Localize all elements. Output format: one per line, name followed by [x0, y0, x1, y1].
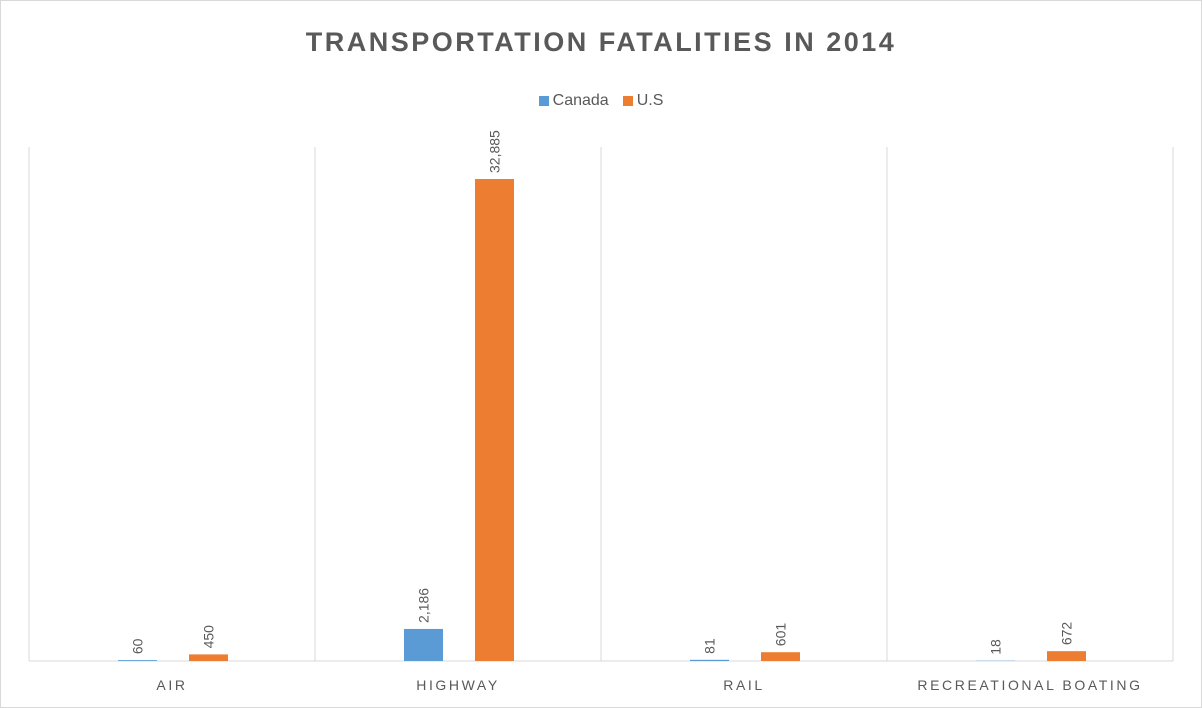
bar-canada-highway — [404, 628, 443, 661]
bar-us-rail — [761, 652, 800, 661]
data-label-us-recreational-boating: 672 — [1059, 622, 1075, 646]
legend-swatch-canada — [538, 96, 549, 106]
data-label-us-air: 450 — [201, 625, 217, 649]
legend-item-canada: Canada — [538, 92, 609, 110]
category-label-air: AIR — [156, 677, 187, 693]
category-label-rail: RAIL — [723, 677, 765, 693]
chart-title: TRANSPORTATION FATALITIES IN 2014 — [305, 27, 897, 57]
bar-us-air — [189, 654, 228, 661]
legend: Canada U.S — [1, 92, 1201, 110]
data-label-us-rail: 601 — [773, 623, 789, 647]
bar-us-highway — [475, 179, 514, 661]
category-label-highway: HIGHWAY — [416, 677, 500, 693]
legend-label-canada: Canada — [552, 92, 609, 109]
legend-item-us: U.S — [622, 92, 664, 110]
data-label-canada-rail: 81 — [702, 638, 718, 654]
data-label-canada-air: 60 — [130, 638, 146, 654]
category-label-recreational-boating: RECREATIONAL BOATING — [917, 677, 1142, 693]
data-label-canada-recreational-boating: 18 — [988, 639, 1004, 655]
data-label-canada-highway: 2,186 — [416, 588, 432, 623]
bar-canada-rail — [690, 659, 729, 661]
legend-swatch-us — [622, 96, 633, 106]
data-label-us-highway: 32,885 — [487, 130, 503, 173]
legend-label-us: U.S — [636, 92, 664, 109]
bar-canada-air — [118, 660, 157, 661]
bar-us-recreational-boating — [1047, 651, 1086, 661]
